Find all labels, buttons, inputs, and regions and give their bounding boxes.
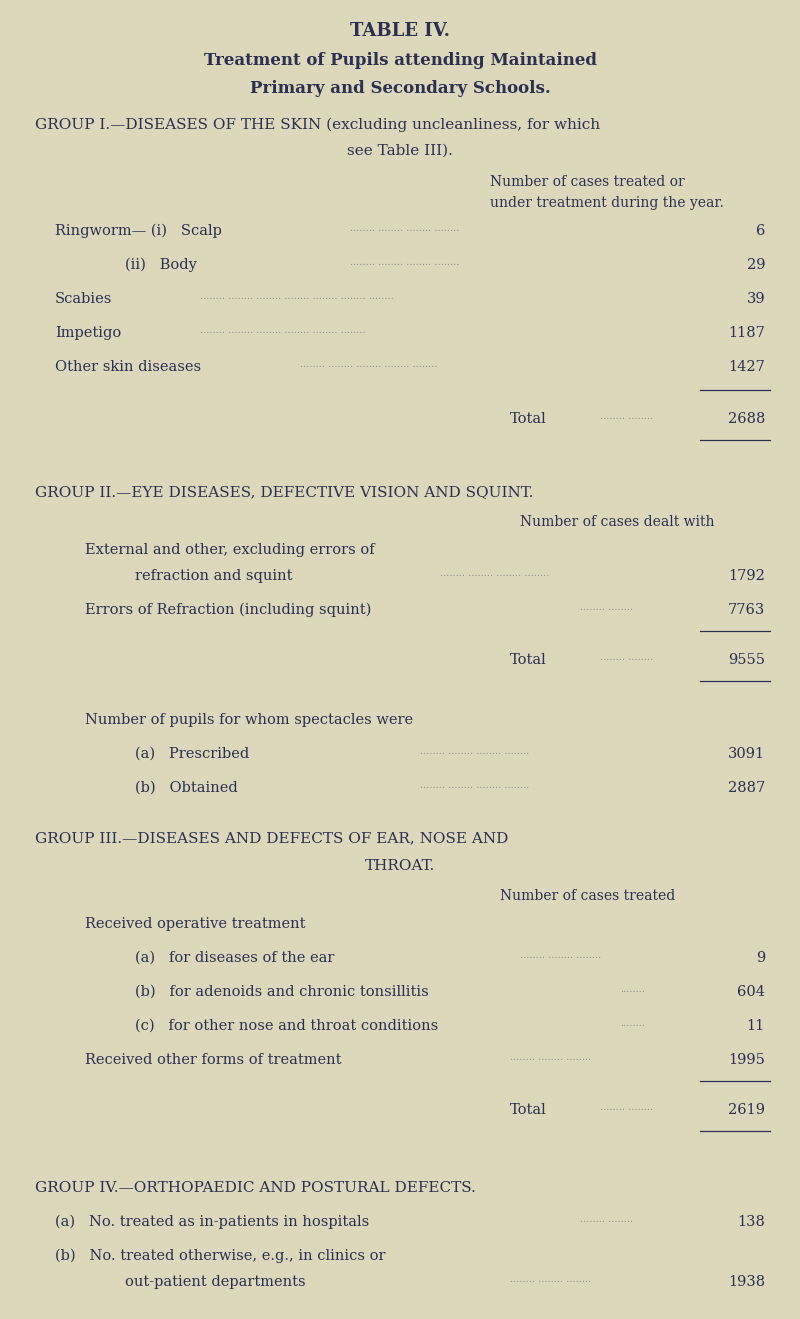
Text: Number of pupils for whom spectacles were: Number of pupils for whom spectacles wer… [85, 714, 413, 727]
Text: ........ ........ ........: ........ ........ ........ [510, 1053, 591, 1062]
Text: 2688: 2688 [728, 412, 765, 426]
Text: (b)   No. treated otherwise, e.g., in clinics or: (b) No. treated otherwise, e.g., in clin… [55, 1249, 386, 1264]
Text: Ringworm— (i)   Scalp: Ringworm— (i) Scalp [55, 224, 222, 239]
Text: Scabies: Scabies [55, 291, 112, 306]
Text: 2887: 2887 [728, 781, 765, 795]
Text: Errors of Refraction (including squint): Errors of Refraction (including squint) [85, 603, 371, 617]
Text: ........ ........ ........ ........ ........: ........ ........ ........ ........ ....… [300, 360, 438, 369]
Text: ........ ........: ........ ........ [600, 1103, 653, 1112]
Text: under treatment during the year.: under treatment during the year. [490, 197, 724, 210]
Text: ........ ........: ........ ........ [580, 1215, 633, 1224]
Text: 604: 604 [737, 985, 765, 998]
Text: (a)   Prescribed: (a) Prescribed [135, 747, 250, 761]
Text: 3091: 3091 [728, 747, 765, 761]
Text: refraction and squint: refraction and squint [135, 568, 293, 583]
Text: Number of cases dealt with: Number of cases dealt with [520, 514, 714, 529]
Text: ........ ........: ........ ........ [580, 603, 633, 612]
Text: ........ ........ ........ ........: ........ ........ ........ ........ [350, 259, 459, 266]
Text: Total: Total [510, 1103, 546, 1117]
Text: ........: ........ [620, 1020, 645, 1028]
Text: 1995: 1995 [728, 1053, 765, 1067]
Text: Total: Total [510, 412, 546, 426]
Text: 1187: 1187 [728, 326, 765, 340]
Text: 9: 9 [756, 951, 765, 966]
Text: ........: ........ [620, 985, 645, 995]
Text: Treatment of Pupils attending Maintained: Treatment of Pupils attending Maintained [203, 51, 597, 69]
Text: ........ ........ ........ ........: ........ ........ ........ ........ [420, 781, 530, 790]
Text: 9555: 9555 [728, 653, 765, 667]
Text: 1427: 1427 [728, 360, 765, 375]
Text: Received other forms of treatment: Received other forms of treatment [85, 1053, 342, 1067]
Text: ........ ........ ........ ........: ........ ........ ........ ........ [440, 568, 550, 578]
Text: (a)   No. treated as in-patients in hospitals: (a) No. treated as in-patients in hospit… [55, 1215, 370, 1229]
Text: GROUP IV.—ORTHOPAEDIC AND POSTURAL DEFECTS.: GROUP IV.—ORTHOPAEDIC AND POSTURAL DEFEC… [35, 1181, 476, 1195]
Text: ........ ........: ........ ........ [600, 412, 653, 421]
Text: 7763: 7763 [728, 603, 765, 617]
Text: ........ ........ ........: ........ ........ ........ [520, 951, 602, 960]
Text: GROUP III.—DISEASES AND DEFECTS OF EAR, NOSE AND: GROUP III.—DISEASES AND DEFECTS OF EAR, … [35, 831, 508, 845]
Text: ........ ........ ........: ........ ........ ........ [510, 1275, 591, 1283]
Text: out-patient departments: out-patient departments [125, 1275, 306, 1289]
Text: 29: 29 [746, 259, 765, 272]
Text: GROUP I.—DISEASES OF THE SKIN (excluding uncleanliness, for which: GROUP I.—DISEASES OF THE SKIN (excluding… [35, 117, 600, 132]
Text: GROUP II.—EYE DISEASES, DEFECTIVE VISION AND SQUINT.: GROUP II.—EYE DISEASES, DEFECTIVE VISION… [35, 485, 534, 499]
Text: THROAT.: THROAT. [365, 859, 435, 873]
Text: TABLE IV.: TABLE IV. [350, 22, 450, 40]
Text: 1938: 1938 [728, 1275, 765, 1289]
Text: Other skin diseases: Other skin diseases [55, 360, 201, 375]
Text: 1792: 1792 [728, 568, 765, 583]
Text: 2619: 2619 [728, 1103, 765, 1117]
Text: ........ ........ ........ ........: ........ ........ ........ ........ [420, 747, 530, 756]
Text: 6: 6 [756, 224, 765, 237]
Text: (b)   for adenoids and chronic tonsillitis: (b) for adenoids and chronic tonsillitis [135, 985, 429, 998]
Text: ........ ........ ........ ........: ........ ........ ........ ........ [350, 224, 459, 233]
Text: Primary and Secondary Schools.: Primary and Secondary Schools. [250, 80, 550, 98]
Text: Impetigo: Impetigo [55, 326, 122, 340]
Text: 11: 11 [746, 1020, 765, 1033]
Text: (b)   Obtained: (b) Obtained [135, 781, 238, 795]
Text: Number of cases treated: Number of cases treated [500, 889, 675, 904]
Text: (ii)   Body: (ii) Body [125, 259, 197, 273]
Text: External and other, excluding errors of: External and other, excluding errors of [85, 543, 374, 557]
Text: ........ ........ ........ ........ ........ ........ ........: ........ ........ ........ ........ ....… [200, 291, 394, 301]
Text: (c)   for other nose and throat conditions: (c) for other nose and throat conditions [135, 1020, 438, 1033]
Text: ........ ........ ........ ........ ........ ........: ........ ........ ........ ........ ....… [200, 326, 366, 335]
Text: Received operative treatment: Received operative treatment [85, 917, 306, 931]
Text: Number of cases treated or: Number of cases treated or [490, 175, 685, 189]
Text: ........ ........: ........ ........ [600, 653, 653, 662]
Text: see Table III).: see Table III). [347, 144, 453, 158]
Text: (a)   for diseases of the ear: (a) for diseases of the ear [135, 951, 334, 966]
Text: Total: Total [510, 653, 546, 667]
Text: 138: 138 [737, 1215, 765, 1229]
Text: 39: 39 [746, 291, 765, 306]
